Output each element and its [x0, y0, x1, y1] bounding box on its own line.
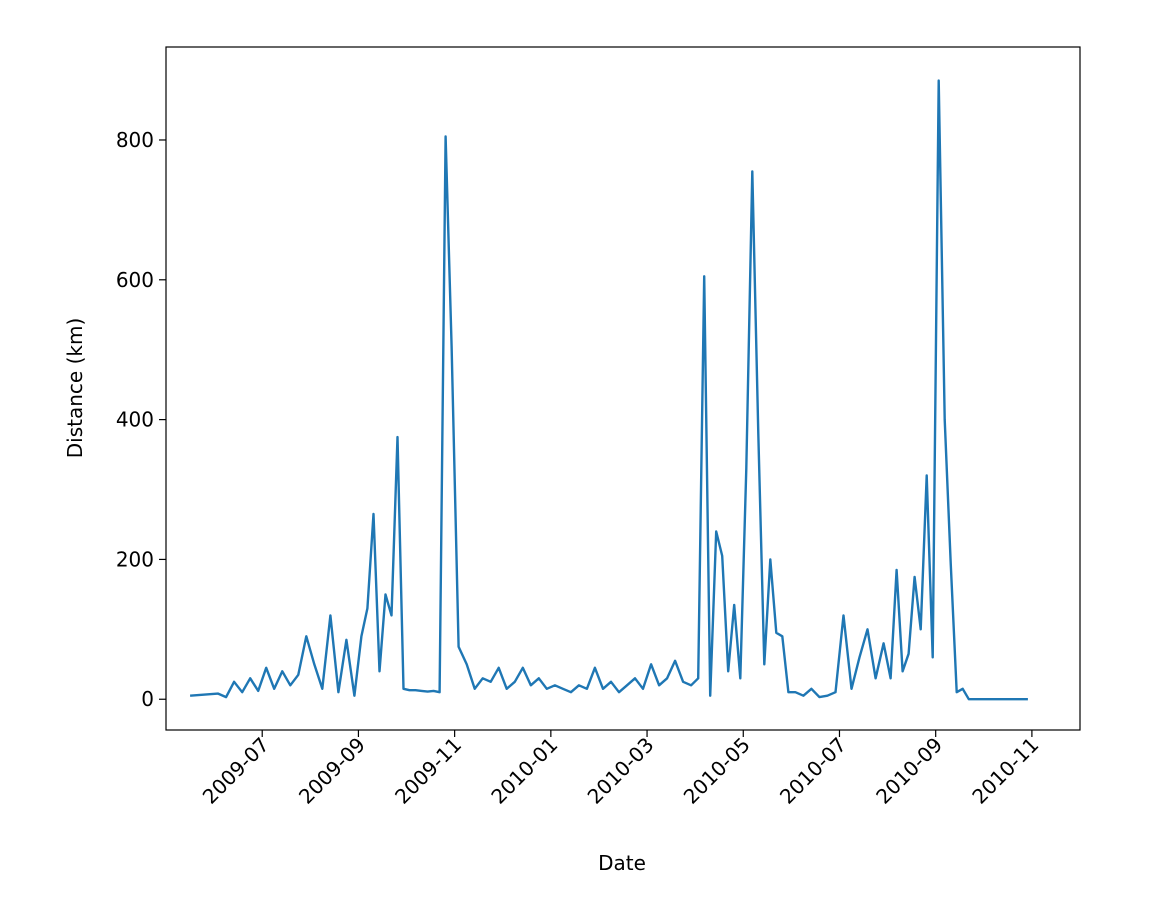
- x-tick-label: 2010-07: [775, 733, 851, 809]
- x-tick-label: 2009-07: [198, 733, 274, 809]
- x-tick-label: 2010-03: [583, 733, 659, 809]
- x-tick-label: 2010-09: [871, 733, 947, 809]
- x-tick-label: 2010-11: [967, 733, 1043, 809]
- plot-area: [165, 46, 1081, 731]
- x-tick-label: 2009-11: [390, 733, 466, 809]
- x-tick-label: 2010-01: [486, 733, 562, 809]
- y-axis-label: Distance (km): [63, 318, 87, 458]
- x-axis-label: Date: [598, 851, 646, 875]
- y-tick-label: 200: [116, 547, 154, 571]
- y-tick-label: 0: [141, 687, 154, 711]
- y-tick-label: 400: [116, 408, 154, 432]
- x-tick-label: 2010-05: [679, 733, 755, 809]
- y-tick-label: 600: [116, 268, 154, 292]
- data-line: [190, 79, 1028, 701]
- x-tick-label: 2009-09: [294, 733, 370, 809]
- y-tick-label: 800: [116, 128, 154, 152]
